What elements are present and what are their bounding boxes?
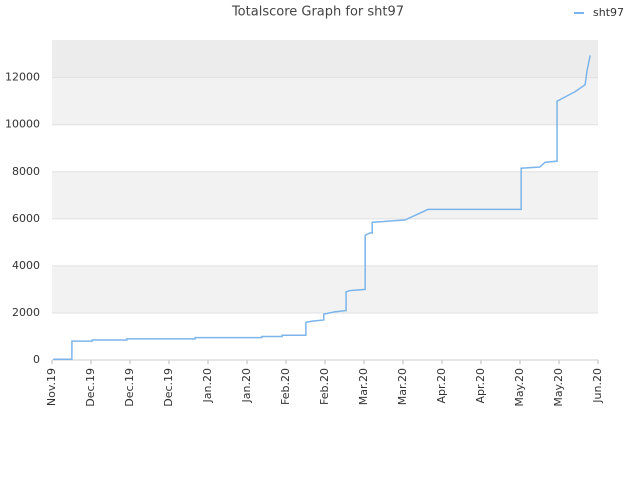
x-tick-label: Jan.20 bbox=[240, 368, 253, 403]
chart-title: Totalscore Graph for sht97 bbox=[231, 5, 404, 20]
legend-label: sht97 bbox=[593, 6, 624, 19]
x-tick-label: Nov.19 bbox=[45, 368, 58, 406]
y-tick-label: 10000 bbox=[5, 118, 40, 131]
x-tick-label: Apr.20 bbox=[435, 368, 448, 404]
x-tick-label: Jan.20 bbox=[201, 368, 214, 403]
x-tick-label: Dec.19 bbox=[162, 368, 175, 407]
x-tick-label: Dec.19 bbox=[123, 368, 136, 407]
y-tick-label: 6000 bbox=[12, 212, 40, 225]
x-tick-label: Feb.20 bbox=[279, 368, 292, 405]
x-tick-label: Apr.20 bbox=[474, 368, 487, 404]
x-tick-label: Dec.19 bbox=[84, 368, 97, 407]
y-tick-label: 4000 bbox=[12, 259, 40, 272]
plot-band bbox=[52, 77, 598, 125]
y-tick-label: 2000 bbox=[12, 306, 40, 319]
x-tick-label: May.20 bbox=[513, 368, 526, 407]
plot-band bbox=[52, 265, 598, 313]
x-tick-label: Mar.20 bbox=[357, 368, 370, 405]
y-tick-label: 12000 bbox=[5, 71, 40, 84]
x-tick-label: Jun.20 bbox=[591, 368, 604, 404]
series-line bbox=[53, 55, 591, 361]
plot-band bbox=[52, 312, 598, 360]
y-tick-label: 8000 bbox=[12, 165, 40, 178]
plot-band bbox=[52, 40, 598, 78]
x-tick-label: Mar.20 bbox=[396, 368, 409, 405]
plot-band bbox=[52, 124, 598, 172]
x-tick-label: Feb.20 bbox=[318, 368, 331, 405]
plot-band bbox=[52, 218, 598, 266]
x-tick-label: May.20 bbox=[552, 368, 565, 407]
y-tick-label: 0 bbox=[33, 353, 40, 366]
plot-band bbox=[52, 171, 598, 219]
